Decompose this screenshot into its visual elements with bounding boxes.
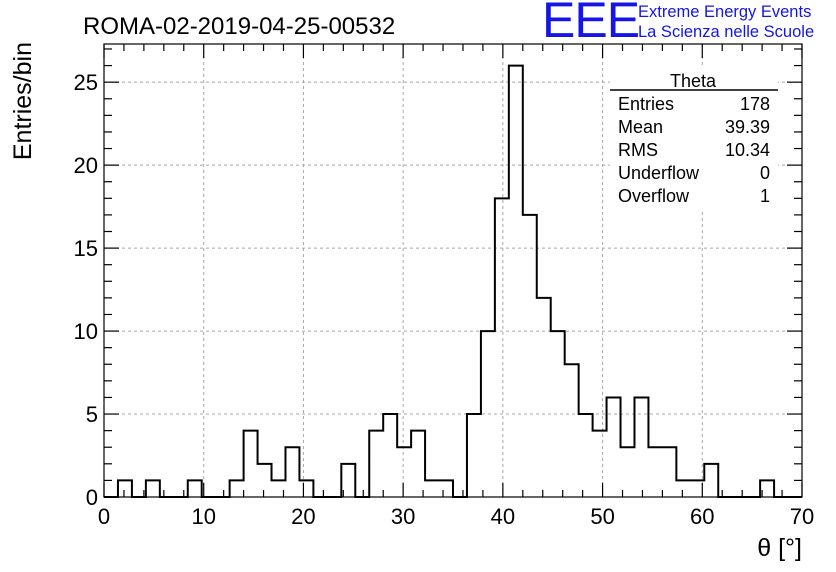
y-tick-label: 5 <box>86 402 98 427</box>
stats-row-label: RMS <box>618 140 658 160</box>
x-axis-label: θ [°] <box>757 534 802 562</box>
x-tick-label: 10 <box>191 504 215 529</box>
x-tick-label: 20 <box>291 504 315 529</box>
stats-row-value: 39.39 <box>725 117 770 137</box>
stats-box-background <box>610 67 778 210</box>
stats-row-label: Overflow <box>618 186 690 206</box>
stats-row-value: 10.34 <box>725 140 770 160</box>
eee-logo-mark: EEE <box>542 0 640 48</box>
stats-row-value: 0 <box>760 163 770 183</box>
chart-title: ROMA-02-2019-04-25-00532 <box>83 13 395 40</box>
y-axis-label: Entries/bin <box>9 42 37 160</box>
y-tick-label: 0 <box>86 485 98 510</box>
axis-ticks <box>103 44 803 498</box>
y-tick-label: 25 <box>74 70 98 95</box>
stats-row-label: Mean <box>618 117 663 137</box>
eee-logo: EEE Extreme Energy Events La Scienza nel… <box>542 0 832 48</box>
plot-frame <box>103 43 803 498</box>
stats-box-title: Theta <box>670 71 717 91</box>
stats-row-value: 178 <box>740 94 770 114</box>
x-tick-label: 70 <box>790 504 814 529</box>
eee-logo-line1: Extreme Energy Events <box>638 3 812 21</box>
x-tick-label: 40 <box>491 504 515 529</box>
stats-row-label: Entries <box>618 94 674 114</box>
stats-row-value: 1 <box>760 186 770 206</box>
grid-lines <box>104 44 802 497</box>
eee-logo-line2: La Scienza nelle Scuole <box>638 23 815 41</box>
y-tick-label: 10 <box>74 319 98 344</box>
y-tick-label: 15 <box>74 236 98 261</box>
x-tick-label: 50 <box>590 504 614 529</box>
stats-row-label: Underflow <box>618 163 700 183</box>
stats-box: Theta Entries 178 Mean 39.39 RMS 10.34 Underflo… <box>610 67 778 210</box>
x-tick-label: 0 <box>98 504 110 529</box>
y-tick-label: 20 <box>74 153 98 178</box>
x-tick-label: 30 <box>391 504 415 529</box>
x-tick-label: 60 <box>690 504 714 529</box>
